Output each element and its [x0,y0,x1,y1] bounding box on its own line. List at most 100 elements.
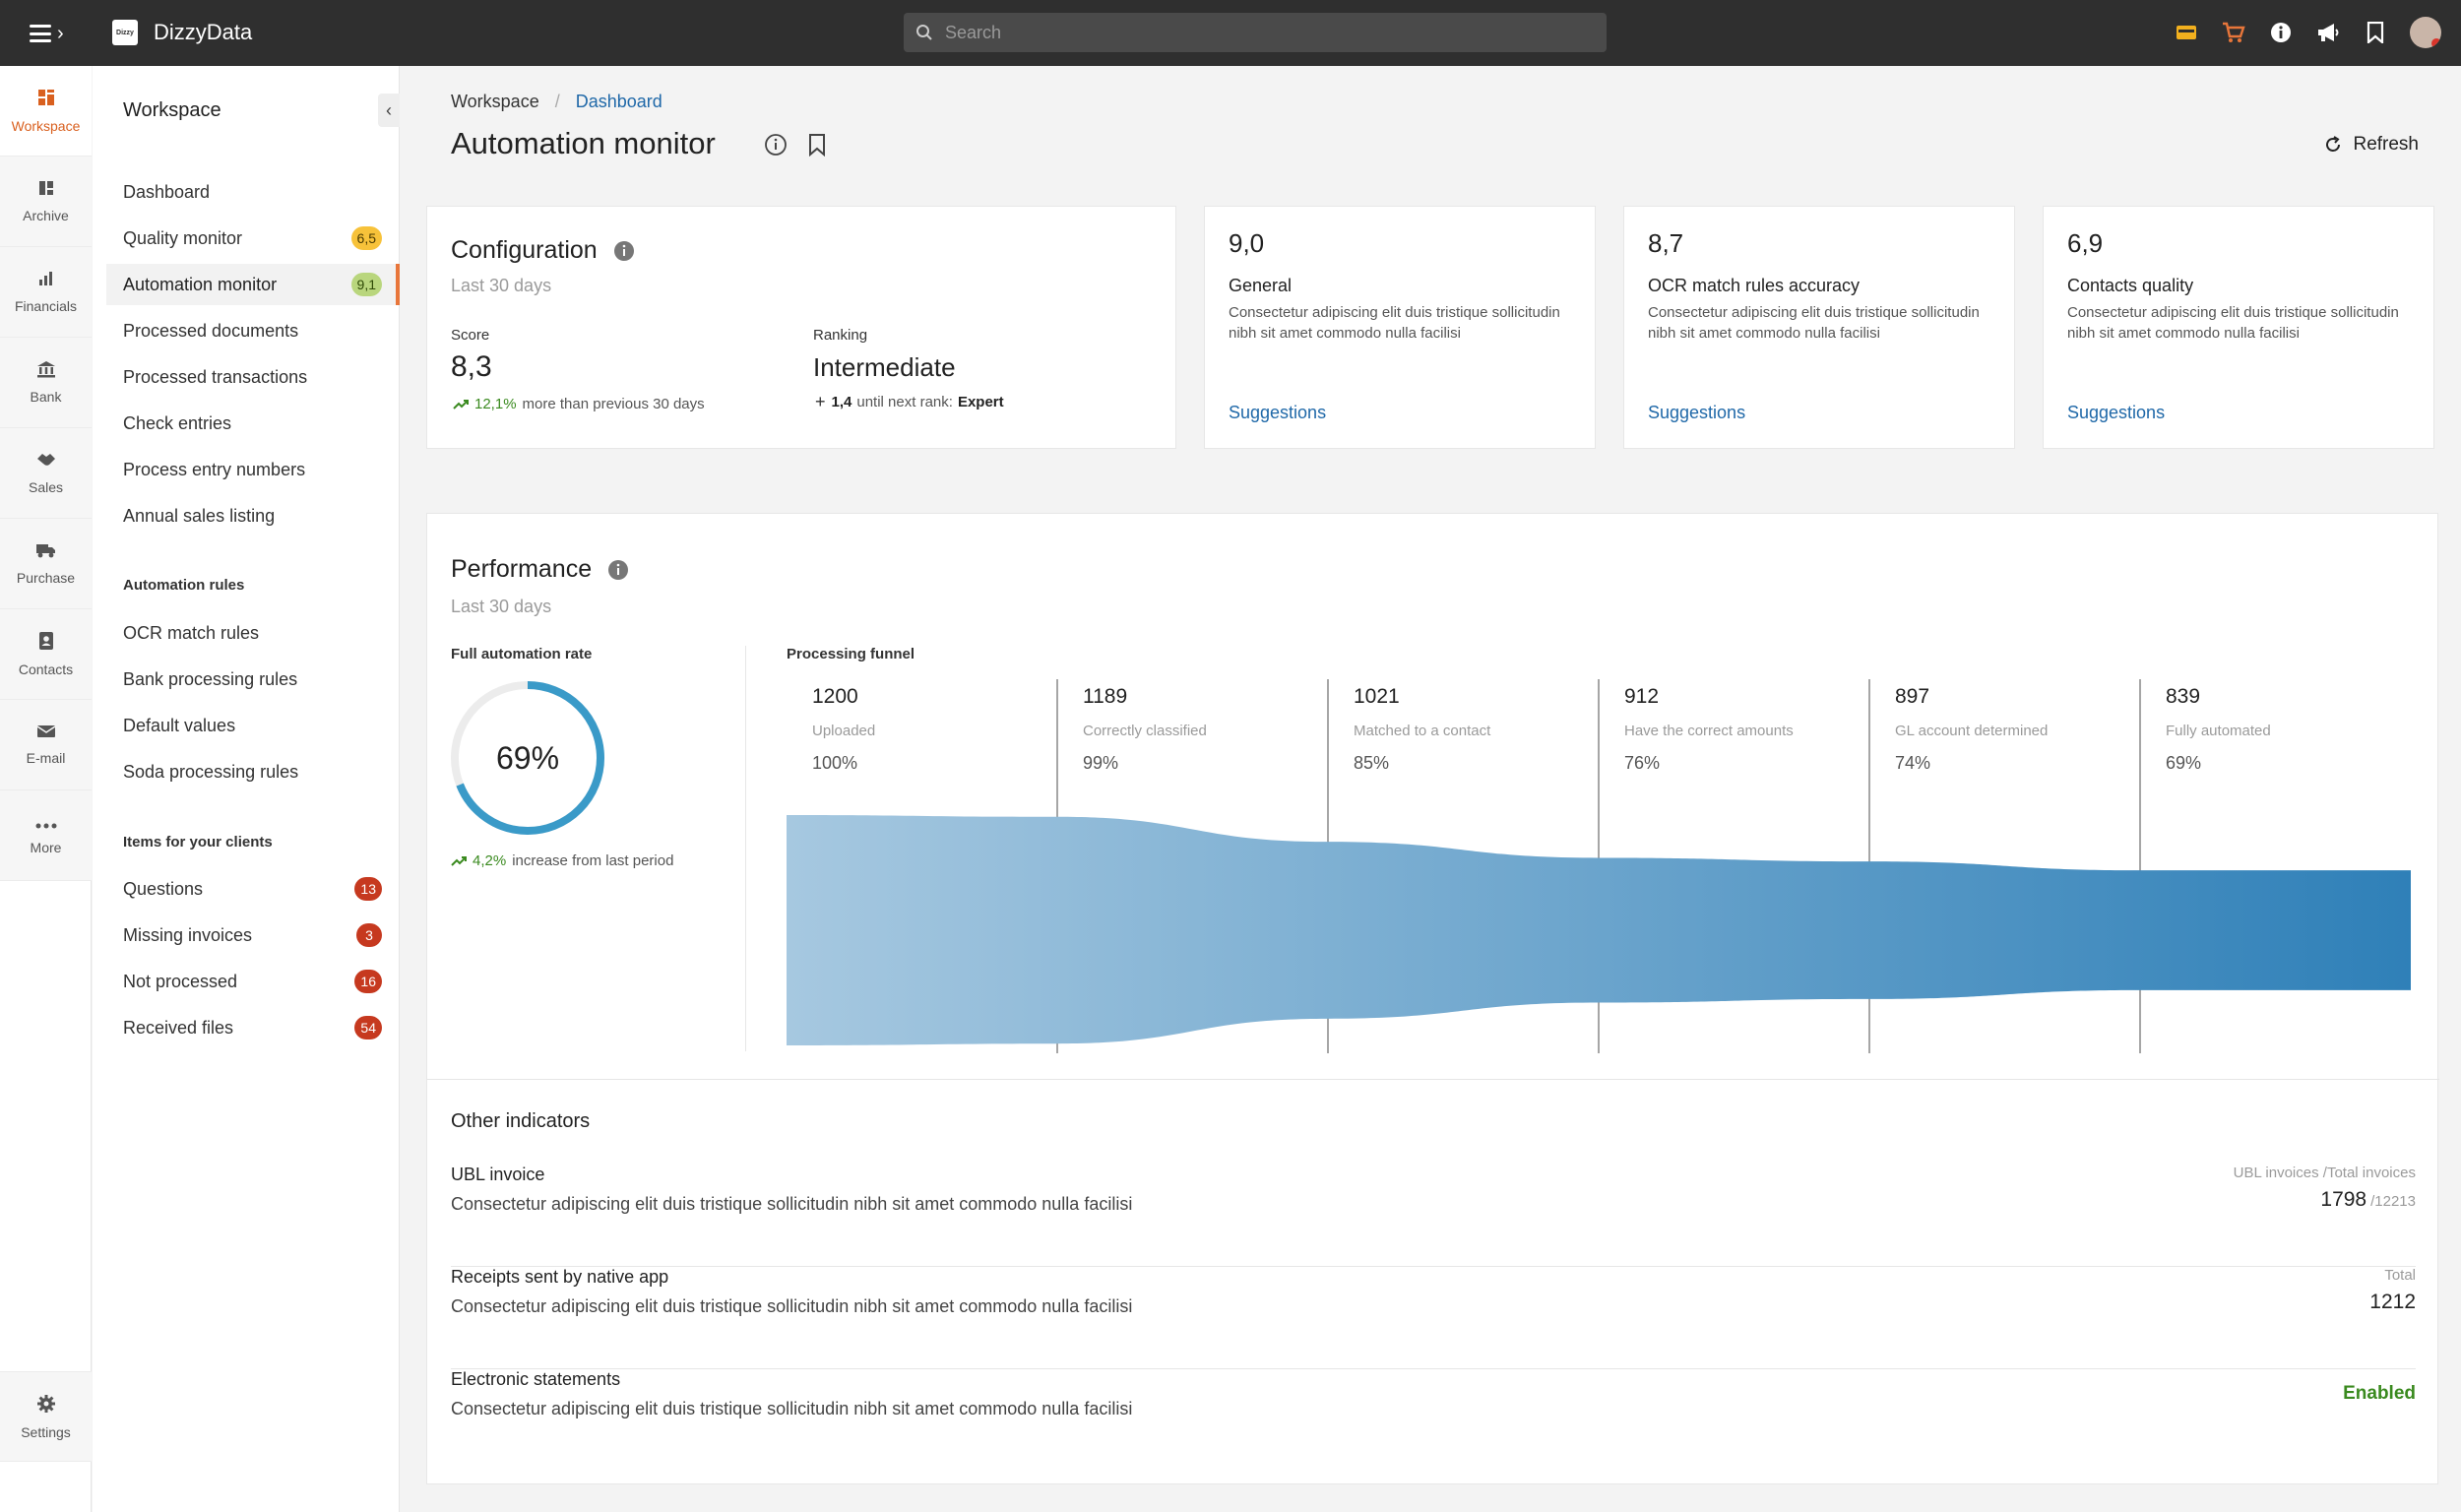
bank-icon [36,360,56,381]
top-bar: › Dizzy DizzyData [0,0,2461,66]
contacts-icon [37,631,55,654]
megaphone-icon[interactable] [2315,20,2341,45]
rail-item-contacts[interactable]: Contacts [0,609,92,700]
rail-item-bank[interactable]: Bank [0,338,92,428]
indicator-value-number: 1212 [2369,1291,2416,1313]
rail-item-label: Financials [14,298,78,314]
rail-item-purchase[interactable]: Purchase [0,519,92,609]
rail-item-label: Workspace [11,118,81,134]
rail-item-archive[interactable]: Archive [0,157,92,247]
wallet-icon[interactable] [2174,20,2199,45]
sidebar-item-automation-monitor[interactable]: Automation monitor 9,1 [106,264,400,305]
funnel-stage-label: Have the correct amounts [1624,723,1794,739]
breadcrumb-root[interactable]: Workspace [451,92,539,111]
info-outline-icon[interactable] [764,133,788,157]
configuration-heading: Configuration [451,236,598,264]
score-card-description: Consectetur adipiscing elit duis tristiq… [1229,304,1560,342]
trend-up-icon [453,399,469,410]
bookmark-icon[interactable] [2363,20,2388,45]
bookmark-outline-icon[interactable] [807,133,827,157]
suggestions-link[interactable]: Suggestions [1648,403,1746,422]
more-icon [35,816,57,832]
rail-item-label: Contacts [18,662,74,677]
info-icon[interactable] [607,559,629,581]
score-card-description: Consectetur adipiscing elit duis tristiq… [2067,304,2399,342]
collapse-sidebar-button[interactable]: ‹ [378,94,400,127]
rail-item-financials[interactable]: Financials [0,247,92,338]
indicator-name: Receipts sent by native app [451,1267,669,1287]
refresh-label: Refresh [2353,134,2419,155]
suggestions-link[interactable]: Suggestions [2067,403,2166,422]
search-bar [904,13,1607,52]
cart-icon[interactable] [2221,20,2246,45]
sidebar-item-label: Automation monitor [123,274,278,294]
sidebar-item-label: Processed transactions [123,366,308,387]
breadcrumb-current[interactable]: Dashboard [575,92,663,111]
funnel-stage: 1200 Uploaded 100% [812,685,875,774]
funnel-stage-label: GL account determined [1895,723,2049,739]
user-avatar[interactable] [2410,17,2441,48]
score-trend: 12,1% more than previous 30 days [453,396,705,412]
indicator-value: 1798/12213 [2320,1188,2416,1212]
sidebar-item-ocr-match-rules[interactable]: OCR match rules [106,612,400,654]
sidebar-item-soda-processing-rules[interactable]: Soda processing rules [106,751,400,792]
rail-item-label: More [30,839,62,855]
sidebar-item-process-entry-numbers[interactable]: Process entry numbers [106,449,400,490]
funnel-stage: 1189 Correctly classified 99% [1083,685,1207,774]
rail-item-settings[interactable]: Settings [0,1371,92,1462]
workspace-icon [36,88,56,110]
automation-rate-arc [451,681,604,835]
sidebar-item-processed-documents[interactable]: Processed documents [106,310,400,351]
sidebar-item-processed-transactions[interactable]: Processed transactions [106,356,400,398]
rail-item-more[interactable]: More [0,790,92,881]
sidebar-section-heading: Items for your clients [123,834,273,850]
rail-item-e-mail[interactable]: E-mail [0,700,92,790]
rail-item-sales[interactable]: Sales [0,428,92,519]
indicator-header: Total [2384,1267,2416,1284]
sidebar-item-questions[interactable]: Questions 13 [106,868,400,910]
sidebar-item-not-processed[interactable]: Not processed 16 [106,961,400,1002]
performance-divider [745,646,746,1051]
funnel-stage-percent: 99% [1083,753,1119,773]
top-icons [2174,16,2441,49]
indicator-value: 1212 [2369,1291,2416,1314]
bar-chart-icon [37,270,55,290]
hamburger-icon [30,25,51,42]
sidebar-item-dashboard[interactable]: Dashboard [106,171,400,213]
indicator-status: Enabled [2343,1383,2416,1404]
info-icon[interactable] [613,240,635,262]
workspace-sidebar: Workspace ‹ Dashboard Quality monitor 6,5 A… [93,66,400,1512]
performance-heading: Performance [451,555,593,583]
funnel-stage-label: Fully automated [2166,723,2271,739]
sidebar-item-quality-monitor[interactable]: Quality monitor 6,5 [106,218,400,259]
sidebar-item-check-entries[interactable]: Check entries [106,403,400,444]
sidebar-item-default-values[interactable]: Default values [106,705,400,746]
sidebar-item-label: Quality monitor [123,227,243,248]
funnel-stage-percent: 85% [1354,753,1390,773]
rail-item-label: Archive [23,208,69,223]
menu-toggle-button[interactable]: › [30,20,73,47]
rail-item-workspace[interactable]: Workspace [0,66,92,157]
performance-period: Last 30 days [451,597,552,616]
score-card-description: Consectetur adipiscing elit duis tristiq… [1648,304,1980,342]
sidebar-item-bank-processing-rules[interactable]: Bank processing rules [106,659,400,700]
count-badge: 9,1 [350,273,382,296]
search-input[interactable] [945,22,1575,43]
sidebar-item-annual-sales-listing[interactable]: Annual sales listing [106,495,400,536]
indicator-row: Receipts sent by native app Consectetur a… [451,1267,2416,1369]
automation-rate-value: 69% [495,739,560,776]
app-logo: Dizzy [112,20,138,45]
info-icon[interactable] [2268,20,2294,45]
rail-item-label: Purchase [16,570,76,586]
score-card-name: General [1229,276,1293,295]
refresh-button[interactable]: Refresh [2323,134,2419,156]
chevron-right-icon: › [57,23,64,44]
funnel-stage-percent: 69% [2166,753,2202,773]
indicator-row: UBL invoice Consectetur adipiscing elit d… [451,1165,2416,1267]
sidebar-item-received-files[interactable]: Received files 54 [106,1007,400,1048]
ranking-value: Intermediate [813,352,956,382]
suggestions-link[interactable]: Suggestions [1229,403,1327,422]
sidebar-item-label: Process entry numbers [123,459,306,479]
count-badge: 54 [354,1016,382,1040]
sidebar-item-missing-invoices[interactable]: Missing invoices 3 [106,914,400,956]
